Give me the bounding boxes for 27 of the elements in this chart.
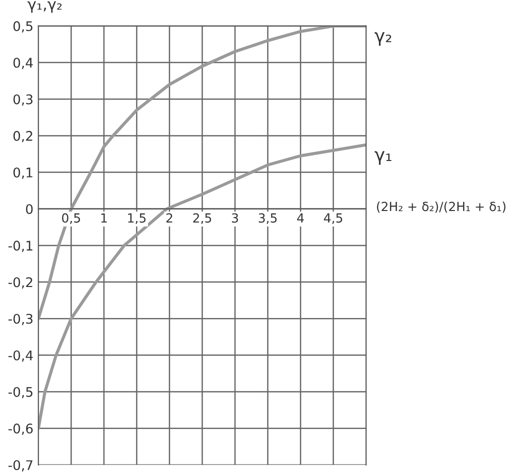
- y-tick-label: -0,3: [8, 314, 32, 326]
- series-label: γ₁: [374, 151, 392, 165]
- x-tick-label: 3,5: [258, 213, 277, 224]
- y-tick-label: 0,5: [13, 21, 32, 33]
- y-tick-label: 0,3: [13, 94, 32, 106]
- series-label: γ₂: [374, 32, 392, 46]
- y-tick-label: 0,2: [13, 130, 32, 142]
- y-tick-label: -0,5: [8, 386, 32, 398]
- y-tick-label: 0: [26, 204, 33, 214]
- line-series: [38, 143, 366, 430]
- x-tick-label: 1: [101, 213, 107, 223]
- x-tick-label: 4,5: [324, 213, 342, 224]
- y-tick-label: -0,4: [8, 350, 33, 362]
- y-axis-title: γ₁,γ₂: [28, 1, 62, 13]
- x-tick-label: 2,5: [193, 213, 212, 224]
- x-tick-label: 3: [232, 213, 238, 223]
- y-tick-label: 0,4: [13, 58, 33, 70]
- y-tick-label: 0,1: [13, 168, 32, 179]
- x-tick-label: 1,5: [128, 213, 146, 224]
- x-tick-label: 4: [297, 213, 304, 223]
- x-axis-title: (2H₂ + δ₂)/(2H₁ + δ₁): [376, 202, 506, 213]
- x-tick-label: 0,5: [62, 213, 80, 224]
- x-tick-label: 2: [166, 213, 172, 223]
- y-tick-label: -0,6: [8, 424, 33, 435]
- y-tick-label: -0,7: [8, 460, 32, 472]
- y-tick-label: -0,2: [8, 277, 32, 289]
- y-tick-label: -0,1: [8, 240, 32, 252]
